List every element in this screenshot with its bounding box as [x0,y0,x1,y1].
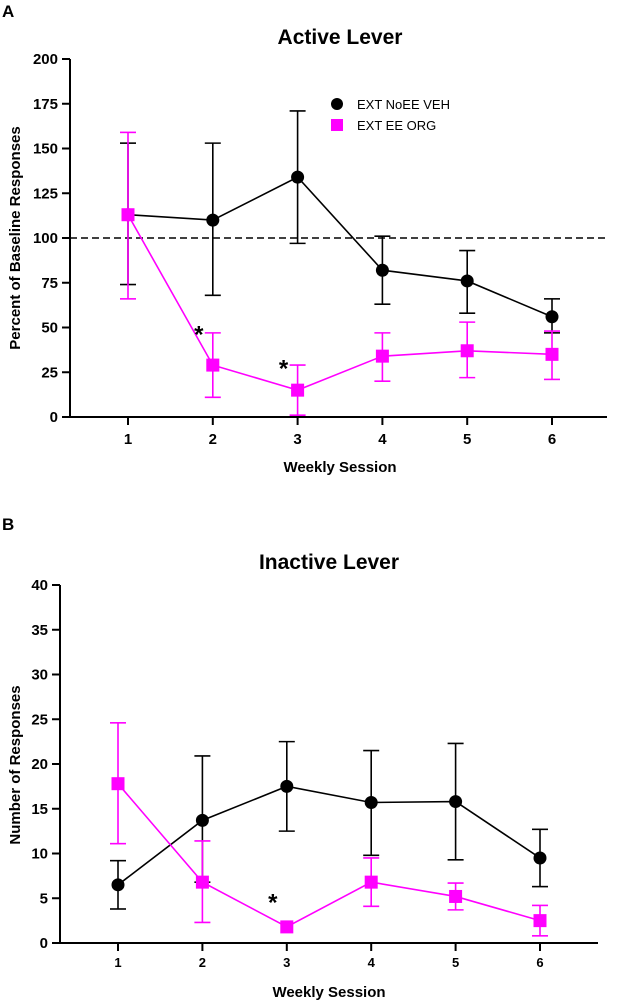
panel-a-x-axis-label: Weekly Session [283,459,396,476]
legend-marker-ext-noee-veh [331,98,343,110]
panel-a-title: Active Lever [278,26,403,49]
panel-b-title: Inactive Lever [259,551,399,574]
panel-a-legend: EXT NoEE VEH EXT EE ORG [331,97,450,133]
data-point-ext-noee-veh [364,795,378,809]
series-line-ext-ee-org [127,214,553,391]
panel-b: B Inactive Lever Weekly Session Number o… [2,515,598,1001]
panel-a: A Active Lever Weekly Session Percent of… [2,2,607,476]
data-point-ext-ee-org [533,914,547,928]
data-point-ext-ee-org [111,777,125,791]
y-tick-label: 30 [31,667,48,684]
data-point-ext-noee-veh [195,813,209,827]
data-point-ext-ee-org [460,344,474,358]
y-tick-label: 125 [33,185,58,202]
y-tick-label: 40 [31,577,48,594]
x-tick-label: 1 [124,431,132,448]
y-tick-label: 15 [31,801,48,818]
x-tick-label: 2 [199,955,206,970]
panel-a-plot-area: 0 25 50 75 100 125 150 175 200 1 2 3 4 5 6 * * [33,51,607,448]
x-tick-label: 3 [293,431,301,448]
data-point-ext-noee-veh [545,310,559,324]
y-tick-label: 0 [50,409,58,426]
y-tick-label: 100 [33,230,58,247]
y-tick-label: 5 [40,890,48,907]
y-tick-label: 10 [31,846,48,863]
x-tick-label: 6 [536,955,543,970]
data-point-ext-ee-org [206,358,220,372]
data-point-ext-noee-veh [460,274,474,288]
x-tick-label: 2 [209,431,217,448]
data-point-ext-ee-org [121,208,135,222]
data-point-ext-noee-veh [449,795,463,809]
legend-label-ext-ee-org: EXT EE ORG [357,118,436,133]
data-point-ext-ee-org [364,875,378,889]
data-point-ext-noee-veh [206,213,220,227]
x-tick-label: 1 [114,955,121,970]
series-line-ext-noee-veh [127,176,553,318]
y-tick-label: 50 [41,320,58,337]
y-tick-label: 75 [41,275,58,292]
data-point-ext-noee-veh [291,170,305,184]
significance-marker: * [194,322,204,349]
significance-marker: * [279,356,289,383]
panel-b-y-axis-label: Number of Responses [7,685,24,844]
panel-b-plot-area: 0 5 10 15 20 25 30 35 40 1 2 3 4 5 6 * [31,577,598,970]
y-tick-label: 20 [31,756,48,773]
y-tick-label: 25 [31,711,48,728]
data-point-ext-noee-veh [375,263,389,277]
y-tick-label: 25 [41,364,58,381]
data-point-ext-ee-org [449,889,463,903]
panel-b-letter: B [2,515,14,534]
x-tick-label: 6 [548,431,556,448]
data-point-ext-noee-veh [111,878,125,892]
panel-a-letter: A [2,2,14,21]
data-point-ext-noee-veh [533,851,547,865]
x-tick-label: 5 [452,955,459,970]
data-point-ext-ee-org [545,347,559,361]
legend-marker-ext-ee-org [331,119,343,131]
y-tick-label: 150 [33,141,58,158]
x-tick-label: 3 [283,955,290,970]
data-point-ext-noee-veh [280,779,294,793]
data-point-ext-ee-org [375,349,389,363]
y-tick-label: 200 [33,51,58,68]
y-tick-label: 35 [31,622,48,639]
data-point-ext-ee-org [291,383,305,397]
x-tick-label: 5 [463,431,471,448]
data-point-ext-ee-org [195,875,209,889]
x-tick-label: 4 [378,431,387,448]
series-line-ext-ee-org [117,783,541,928]
y-tick-label: 175 [33,96,58,113]
significance-marker: * [268,890,278,917]
x-tick-label: 4 [368,955,376,970]
series-line-ext-noee-veh [117,785,541,886]
data-point-ext-ee-org [280,920,294,934]
legend-label-ext-noee-veh: EXT NoEE VEH [357,97,450,112]
panel-a-y-axis-label: Percent of Baseline Responses [7,126,24,349]
panel-b-x-axis-label: Weekly Session [272,984,385,1001]
y-tick-label: 0 [40,935,48,952]
